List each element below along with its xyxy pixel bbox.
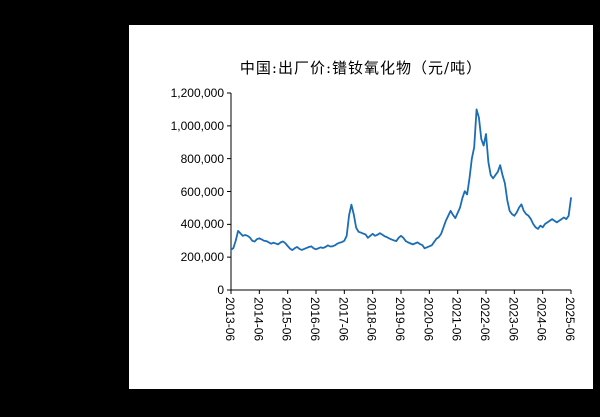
price-series-line: [230, 108, 572, 252]
y-tick-label: 200,000: [180, 250, 224, 265]
y-tick-label: 600,000: [180, 184, 224, 199]
y-tick-label: 1,000,000: [170, 118, 224, 133]
price-line-chart: [227, 92, 572, 294]
x-tick-label: 2013-06: [223, 297, 237, 342]
chart-panel: 中国:出厂价:镨钕氧化物（元/吨） 0 200,000 400,000 600,000…: [129, 25, 593, 389]
y-tick-label: 0: [217, 283, 224, 297]
x-tick-label: 2024-06: [534, 297, 549, 342]
x-tick-label: 2017-06: [336, 297, 351, 342]
x-tick-label: 2025-06: [563, 297, 577, 342]
x-tick-label: 2014-06: [251, 297, 266, 342]
x-tick-label: 2022-06: [478, 297, 492, 342]
x-axis-labels: 2013-06 2014-06 2015-06 2016-06 2017-06 2018-…: [129, 25, 593, 389]
axis-tick-marks: [227, 92, 572, 294]
x-tick-label: 2016-06: [308, 297, 322, 342]
x-tick-label: 2020-06: [421, 297, 436, 342]
y-tick-label: 400,000: [180, 217, 224, 232]
x-tick-label: 2015-06: [279, 297, 294, 342]
x-tick-label: 2019-06: [393, 297, 407, 342]
y-axis-labels: 0 200,000 400,000 600,000 800,000 1,000,000 1,…: [129, 25, 593, 389]
x-tick-label: 2021-06: [449, 297, 464, 342]
x-tick-label: 2018-06: [364, 297, 379, 342]
x-tick-label: 2023-06: [506, 297, 521, 342]
chart-title: 中国:出厂价:镨钕氧化物（元/吨）: [239, 59, 483, 77]
y-tick-label: 800,000: [180, 151, 224, 166]
y-tick-label: 1,200,000: [170, 86, 224, 100]
